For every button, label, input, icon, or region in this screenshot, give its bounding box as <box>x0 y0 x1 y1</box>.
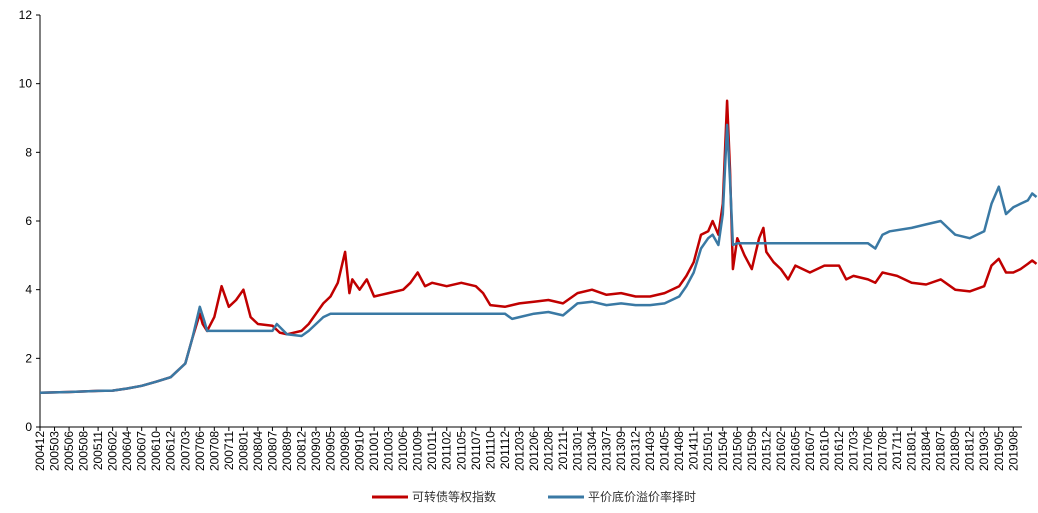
y-tick-label: 2 <box>25 351 32 365</box>
x-tick-label: 201312 <box>629 431 643 471</box>
x-tick-label: 200612 <box>164 431 178 471</box>
x-tick-label: 201509 <box>745 431 759 471</box>
x-tick-label: 200607 <box>135 431 149 471</box>
x-tick-label: 201908 <box>1006 431 1020 471</box>
x-tick-label: 201206 <box>527 431 541 471</box>
x-tick-label: 201612 <box>832 431 846 471</box>
x-tick-label: 200908 <box>338 431 352 471</box>
x-tick-label: 201501 <box>701 431 715 471</box>
y-tick-label: 0 <box>25 420 32 434</box>
y-tick-label: 10 <box>19 77 33 91</box>
x-tick-label: 200706 <box>193 431 207 471</box>
legend-label-2: 平价底价溢价率择时 <box>588 489 696 504</box>
x-tick-label: 201203 <box>512 431 526 471</box>
x-tick-label: 200910 <box>353 431 367 471</box>
series-line-2 <box>39 123 1038 394</box>
y-tick-label: 4 <box>25 283 32 297</box>
x-tick-label: 201809 <box>948 431 962 471</box>
x-tick-label: 201009 <box>411 431 425 471</box>
x-tick-label: 201812 <box>963 431 977 471</box>
x-tick-label: 201703 <box>846 431 860 471</box>
x-tick-label: 200801 <box>236 431 250 471</box>
x-tick-label: 201006 <box>396 431 410 471</box>
x-tick-label: 201405 <box>658 431 672 471</box>
x-tick-label: 200511 <box>91 431 105 470</box>
x-tick-label: 200903 <box>309 431 323 471</box>
x-tick-label: 200610 <box>149 431 163 471</box>
x-tick-label: 200807 <box>265 431 279 471</box>
y-tick-label: 8 <box>25 145 32 159</box>
x-tick-label: 201708 <box>876 431 890 471</box>
x-tick-label: 201301 <box>570 431 584 471</box>
x-tick-label: 201003 <box>382 431 396 471</box>
x-tick-label: 201411 <box>687 431 701 470</box>
x-tick-label: 200812 <box>294 431 308 471</box>
x-tick-label: 201602 <box>774 431 788 471</box>
x-tick-label: 201211 <box>556 431 570 470</box>
x-tick-label: 200506 <box>62 431 76 471</box>
series-line-1 <box>39 99 1038 394</box>
x-tick-label: 201408 <box>672 431 686 471</box>
x-tick-label: 200708 <box>207 431 221 471</box>
x-tick-label: 201512 <box>759 431 773 471</box>
x-tick-label: 201905 <box>992 431 1006 471</box>
x-tick-label: 200905 <box>324 431 338 471</box>
x-tick-label: 200703 <box>178 431 192 471</box>
x-tick-label: 200804 <box>251 431 265 471</box>
x-tick-label: 200503 <box>48 431 62 471</box>
x-tick-label: 201110 <box>483 431 497 470</box>
x-tick-label: 201112 <box>498 431 512 470</box>
x-tick-label: 201610 <box>817 431 831 471</box>
x-tick-label: 201309 <box>614 431 628 471</box>
x-tick-label: 201504 <box>716 431 730 471</box>
x-tick-label: 201208 <box>541 431 555 471</box>
x-tick-label: 200809 <box>280 431 294 471</box>
x-tick-label: 201801 <box>905 431 919 471</box>
x-tick-label: 201304 <box>585 431 599 471</box>
legend-label-1: 可转债等权指数 <box>412 489 496 504</box>
x-tick-label: 201807 <box>934 431 948 471</box>
y-tick-label: 6 <box>25 214 32 228</box>
x-tick-label: 201307 <box>600 431 614 471</box>
x-tick-label: 201011 <box>425 431 439 470</box>
x-tick-label: 201506 <box>730 431 744 471</box>
x-tick-label: 201804 <box>919 431 933 471</box>
x-tick-label: 201605 <box>788 431 802 471</box>
legend: 可转债等权指数 平价底价溢价率择时 <box>372 489 696 504</box>
x-tick-label: 200711 <box>222 431 236 470</box>
x-tick-label: 200508 <box>77 431 91 471</box>
x-tick-label: 201607 <box>803 431 817 471</box>
x-tick-label: 200602 <box>106 431 120 471</box>
x-tick-label: 201711 <box>890 431 904 470</box>
x-tick-label: 200412 <box>33 431 47 471</box>
y-tick-label: 12 <box>19 8 33 22</box>
x-tick-label: 200604 <box>120 431 134 471</box>
x-tick-label: 201903 <box>977 431 991 471</box>
x-tick-label: 201706 <box>861 431 875 471</box>
x-tick-label: 201102 <box>440 431 454 470</box>
series-lines <box>39 99 1038 394</box>
x-tick-label: 201001 <box>367 431 381 471</box>
x-tick-label: 201105 <box>454 431 468 470</box>
x-tick-label: 201403 <box>643 431 657 471</box>
x-tick-label: 201107 <box>469 431 483 470</box>
